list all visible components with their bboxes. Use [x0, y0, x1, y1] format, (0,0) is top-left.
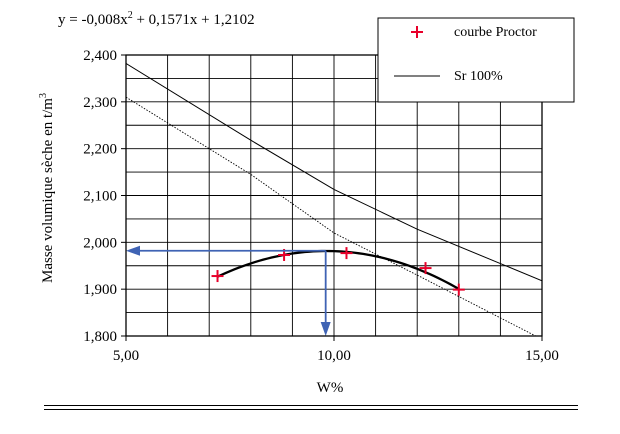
- y-tick-label: 2,200: [83, 142, 117, 158]
- trendline-equation: y = -0,008x2 + 0,1571x + 1,2102: [58, 10, 255, 28]
- chart-axes: [121, 54, 543, 341]
- x-tick-label: 10,00: [317, 348, 351, 364]
- optimum-annotation: [126, 245, 331, 336]
- data-point-proctor: [211, 270, 224, 283]
- chart-series: [126, 63, 542, 336]
- legend-plus-marker: [411, 26, 423, 38]
- x-tick-label: 5,00: [113, 348, 139, 364]
- y-tick-label: 2,000: [83, 235, 117, 251]
- data-point-proctor: [419, 262, 432, 275]
- arrow-vertical-head: [320, 322, 331, 336]
- footer-rule-bottom: [44, 409, 578, 410]
- series-line-sr100: [126, 63, 542, 282]
- legend-label-courbe-proctor: courbe Proctor: [454, 25, 537, 40]
- legend: courbe Proctor Sr 100%: [377, 17, 575, 103]
- legend-box: [377, 17, 575, 103]
- data-point-proctor: [452, 283, 465, 296]
- legend-marker-courbe-proctor: [411, 26, 423, 38]
- y-tick-label: 2,300: [83, 95, 117, 111]
- x-axis-label: W%: [317, 380, 344, 396]
- y-tick-label: 1,800: [83, 329, 117, 345]
- y-tick-label: 2,400: [83, 48, 117, 64]
- legend-label-sr100: Sr 100%: [454, 69, 503, 84]
- data-point-proctor: [340, 247, 353, 260]
- x-tick-label: 15,00: [525, 348, 559, 364]
- arrow-horizontal-head: [126, 245, 140, 256]
- footer-rule-top: [44, 405, 578, 406]
- proctor-trendline: [217, 249, 460, 290]
- y-axis-label: Masse volumique sèche en t/m3: [38, 93, 56, 283]
- y-tick-label: 2,100: [83, 189, 117, 205]
- tick-labels: 5,00 10,00 15,00 1,800 1,900 2,000 2,100 2,200 2…: [83, 48, 559, 364]
- y-tick-label: 1,900: [83, 282, 117, 298]
